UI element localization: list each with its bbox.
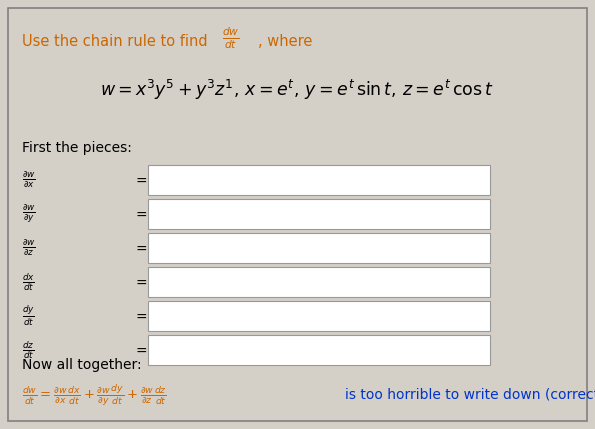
Text: $=$: $=$ [133,173,148,187]
Text: is too horrible to write down (correctly).: is too horrible to write down (correctly… [345,388,595,402]
Text: First the pieces:: First the pieces: [22,141,132,155]
Text: $\frac{dz}{dt}$: $\frac{dz}{dt}$ [22,339,35,361]
Bar [148,301,490,331]
Bar [148,335,490,365]
Text: , where: , where [258,34,312,49]
Bar [148,199,490,229]
Text: $\frac{dx}{dt}$: $\frac{dx}{dt}$ [22,271,35,293]
Text: $=$: $=$ [133,275,148,289]
Text: $=$: $=$ [133,207,148,221]
Text: $\frac{dy}{dt}$: $\frac{dy}{dt}$ [22,304,35,328]
Bar [148,233,490,263]
Text: $\frac{\partial w}{\partial y}$: $\frac{\partial w}{\partial y}$ [22,203,36,225]
Text: $\frac{\partial w}{\partial z}$: $\frac{\partial w}{\partial z}$ [22,238,36,258]
Text: Use the chain rule to find: Use the chain rule to find [22,34,212,49]
Text: $\frac{\partial w}{\partial x}$: $\frac{\partial w}{\partial x}$ [22,170,36,190]
Text: Now all together:: Now all together: [22,358,142,372]
Text: $=$: $=$ [133,343,148,357]
Text: $w = x^3y^5 + y^3z^1,\, x = e^t,\, y = e^t\,\mathrm{sin}\,t,\, z = e^t\,\mathrm{: $w = x^3y^5 + y^3z^1,\, x = e^t,\, y = e… [100,78,494,102]
Bar [148,165,490,195]
Text: $=$: $=$ [133,309,148,323]
Text: $\frac{dw}{dt}$: $\frac{dw}{dt}$ [222,25,240,51]
Text: $=$: $=$ [133,241,148,255]
Bar [148,267,490,297]
Text: $\frac{dw}{dt} = \frac{\partial w}{\partial x}\frac{dx}{dt} + \frac{\partial w}{: $\frac{dw}{dt} = \frac{\partial w}{\part… [22,382,167,408]
